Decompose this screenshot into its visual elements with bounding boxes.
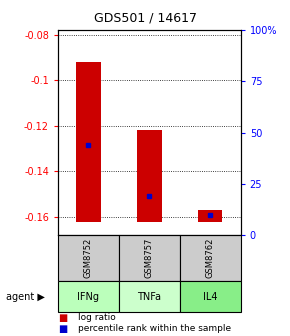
Text: percentile rank within the sample: percentile rank within the sample — [78, 324, 231, 333]
Text: GSM8752: GSM8752 — [84, 238, 93, 278]
Text: ■: ■ — [58, 312, 67, 323]
Bar — [58, 281, 119, 312]
Text: IFNg: IFNg — [77, 292, 99, 301]
Bar — [119, 235, 180, 281]
Text: ■: ■ — [58, 324, 67, 334]
Bar — [198, 210, 222, 221]
Bar — [137, 130, 162, 221]
Text: GSM8757: GSM8757 — [145, 238, 154, 278]
Bar — [180, 281, 241, 312]
Text: GDS501 / 14617: GDS501 / 14617 — [93, 12, 197, 25]
Text: IL4: IL4 — [203, 292, 218, 301]
Text: TNFa: TNFa — [137, 292, 161, 301]
Text: GSM8762: GSM8762 — [206, 238, 215, 278]
Text: agent ▶: agent ▶ — [6, 292, 45, 301]
Bar — [58, 235, 119, 281]
Bar — [180, 235, 241, 281]
Text: log ratio: log ratio — [78, 313, 116, 322]
Bar — [76, 62, 101, 221]
Bar — [119, 281, 180, 312]
